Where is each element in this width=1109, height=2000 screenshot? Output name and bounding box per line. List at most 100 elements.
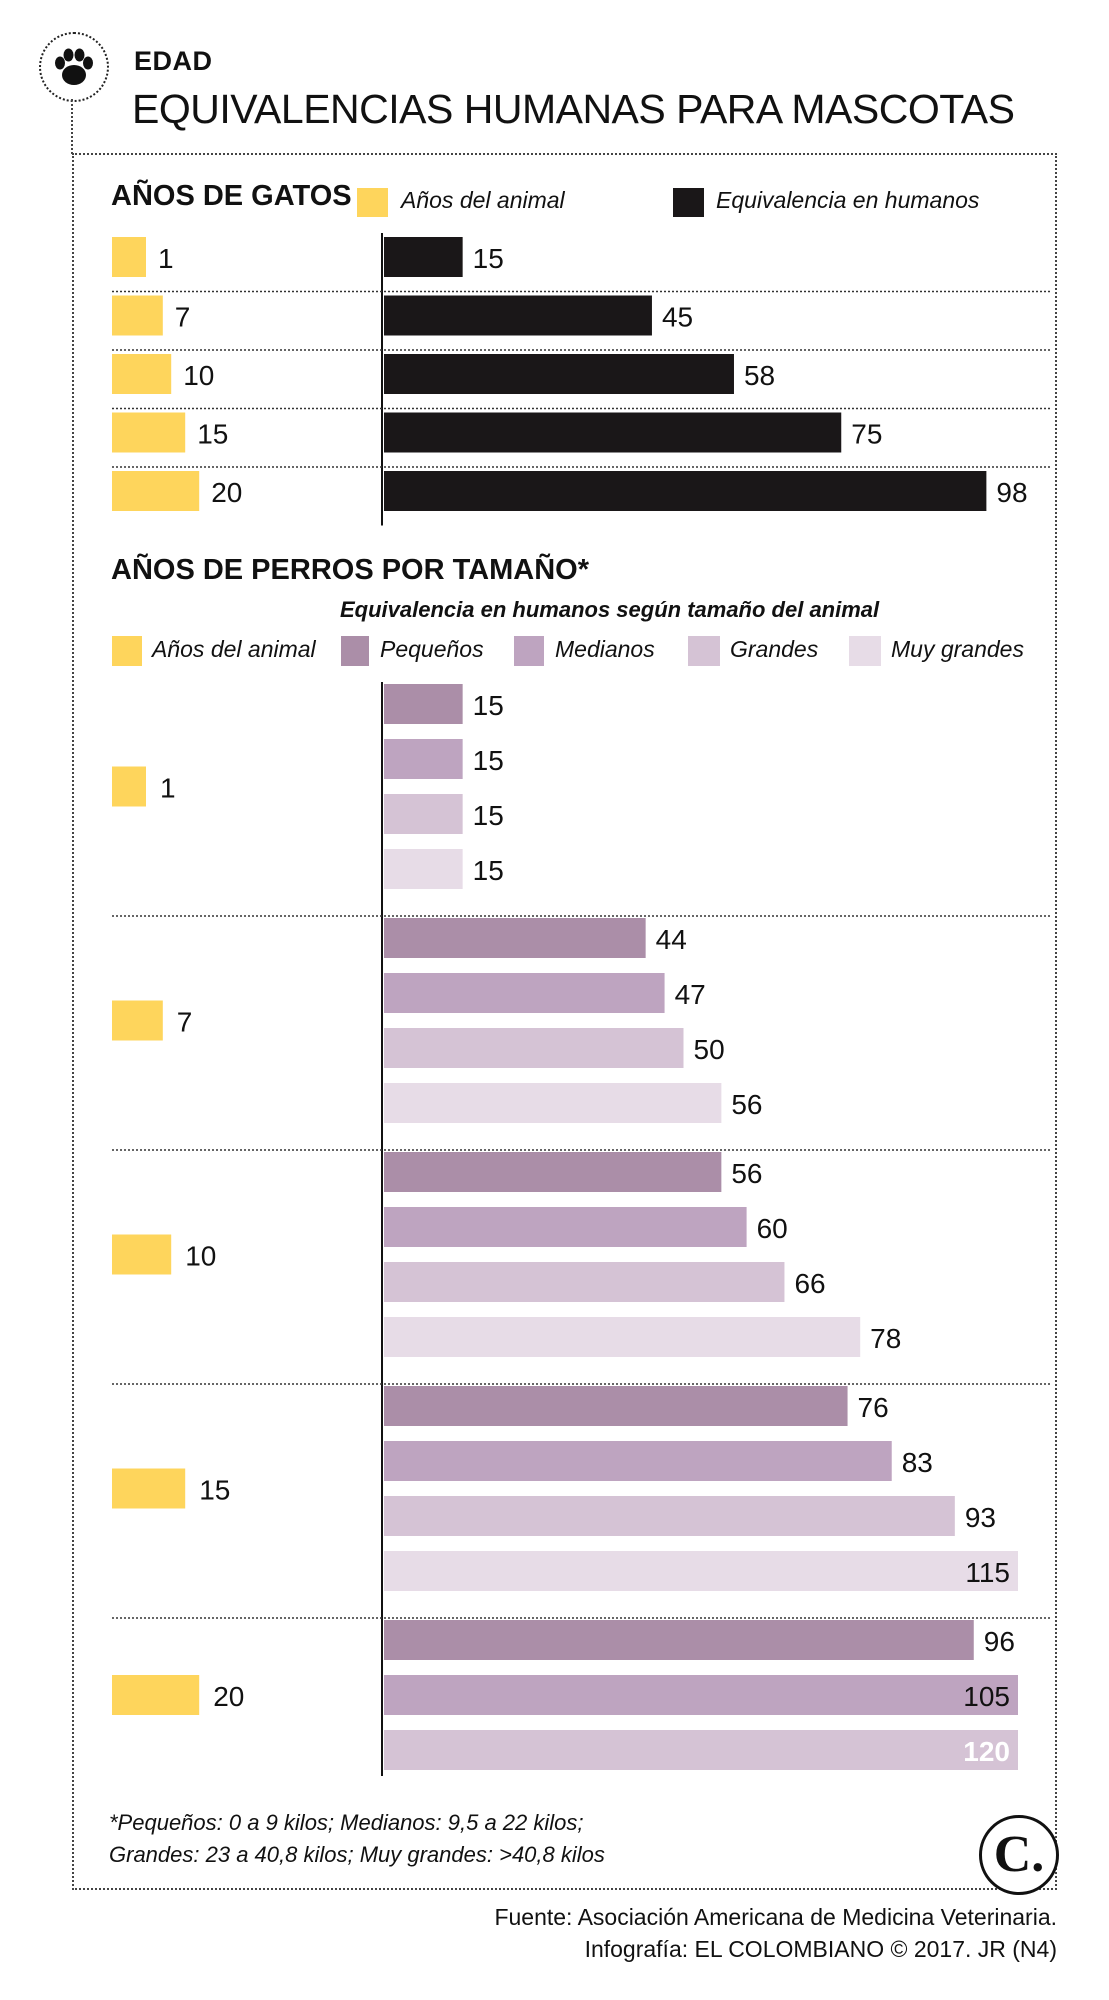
- paw-icon: [55, 48, 93, 85]
- dogs-value-muy-grandes: 115: [965, 1557, 1010, 1588]
- cats-human-bar: [384, 412, 842, 453]
- dogs-bar-muy-grandes: [384, 1551, 1018, 1591]
- cats-animal-label: 10: [183, 360, 214, 391]
- dogs-value-pequenos: 56: [731, 1158, 762, 1189]
- dogs-chart-title: AÑOS DE PERROS POR TAMAÑO*: [111, 554, 590, 586]
- cats-animal-label: 1: [158, 243, 174, 274]
- logo-letter: C.: [993, 1826, 1045, 1883]
- paw-badge: [39, 32, 109, 102]
- cats-human-bar: [384, 295, 652, 336]
- section-label: EDAD: [134, 46, 213, 76]
- dogs-legend-animal-swatch: [112, 636, 142, 666]
- cats-animal-bar: [112, 354, 172, 394]
- cats-legend-human-label: Equivalencia en humanos: [716, 187, 980, 213]
- page-title: EQUIVALENCIAS HUMANAS PARA MASCOTAS: [132, 86, 1015, 132]
- dogs-legend-medianos-swatch: [514, 636, 544, 666]
- dogs-animal-label: 20: [213, 1681, 244, 1712]
- dogs-value-grandes: 93: [965, 1502, 996, 1533]
- cats-legend-animal-label: Años del animal: [401, 187, 565, 213]
- dogs-legend-grandes-swatch: [688, 636, 720, 666]
- dogs-animal-bar: [112, 1000, 163, 1041]
- cats-animal-label: 20: [211, 477, 242, 508]
- source-line-1: Fuente: Asociación Americana de Medicina…: [494, 1904, 1057, 1930]
- dogs-animal-bar: [112, 766, 146, 807]
- dogs-bar-muy-grandes: [384, 1083, 722, 1123]
- cats-human-value: 15: [473, 243, 504, 274]
- dogs-animal-bar: [112, 1234, 172, 1275]
- dogs-animal-bar: [112, 1675, 200, 1715]
- dogs-bar-medianos: [384, 1675, 1018, 1715]
- dogs-value-muy-grandes: 56: [731, 1089, 762, 1120]
- dogs-animal-label: 15: [199, 1475, 230, 1506]
- cats-human-value: 45: [662, 302, 693, 333]
- dogs-animal-bar: [112, 1468, 186, 1509]
- dogs-bar-grandes: [384, 1496, 955, 1536]
- dogs-bar-grandes: [384, 1262, 785, 1302]
- dogs-bar-pequenos: [384, 1152, 722, 1192]
- dogs-legend-pequenos-swatch: [341, 636, 369, 666]
- dogs-bar-pequenos: [384, 918, 646, 958]
- cats-animal-bar: [112, 295, 163, 336]
- dogs-value-pequenos: 44: [656, 924, 687, 955]
- dogs-value-grandes: 15: [473, 800, 504, 831]
- dogs-bar-muy-grandes: [384, 849, 463, 889]
- cats-human-bar: [384, 471, 987, 511]
- cats-human-bar: [384, 354, 734, 394]
- dogs-value-medianos: 83: [902, 1447, 933, 1478]
- dogs-value-pequenos: 76: [858, 1392, 889, 1423]
- cats-animal-bar: [112, 412, 186, 453]
- dogs-bar-grandes: [384, 794, 463, 834]
- dogs-bar-grandes: [384, 1028, 684, 1068]
- frame-connector: [71, 99, 73, 154]
- dogs-legend-pequenos-label: Pequeños: [380, 636, 484, 662]
- dogs-value-medianos: 47: [675, 979, 706, 1010]
- el-colombiano-logo: C.: [979, 1815, 1059, 1895]
- dogs-value-grandes: 50: [694, 1034, 725, 1065]
- cats-human-value: 98: [996, 477, 1027, 508]
- frame: [72, 153, 1057, 1890]
- source-line-2: Infografía: EL COLOMBIANO © 2017. JR (N4…: [584, 1936, 1057, 1962]
- dogs-bar-pequenos: [384, 1386, 848, 1426]
- cats-chart-title: AÑOS DE GATOS: [111, 180, 352, 212]
- dogs-value-medianos: 15: [473, 745, 504, 776]
- dogs-value-medianos: 60: [757, 1213, 788, 1244]
- dogs-value-pequenos: 15: [473, 690, 504, 721]
- dogs-bar-medianos: [384, 1207, 747, 1247]
- cats-legend-human-swatch: [673, 188, 704, 217]
- dogs-legend-grandes-label: Grandes: [730, 636, 819, 662]
- cats-human-value: 58: [744, 360, 775, 391]
- dogs-legend-muy-grandes-swatch: [849, 636, 881, 666]
- dogs-value-muy-grandes: 15: [473, 855, 504, 886]
- cats-animal-bar: [112, 471, 200, 511]
- dogs-legend-animal-label: Años del animal: [152, 636, 316, 662]
- cats-animal-label: 15: [197, 419, 228, 450]
- footnote-line-1: *Pequeños: 0 a 9 kilos; Medianos: 9,5 a …: [109, 1810, 584, 1835]
- cats-animal-bar: [112, 237, 146, 277]
- cats-animal-label: 7: [175, 302, 191, 333]
- dogs-value-pequenos: 96: [984, 1626, 1015, 1657]
- dogs-bar-muy-grandes: [384, 1317, 861, 1357]
- dogs-animal-label: 7: [177, 1007, 193, 1038]
- dogs-animal-label: 1: [160, 773, 176, 804]
- dogs-bar-pequenos: [384, 1620, 974, 1660]
- dogs-bar-grandes: [384, 1730, 1018, 1770]
- cats-human-value: 75: [851, 419, 882, 450]
- cats-legend-animal-swatch: [357, 188, 388, 217]
- dogs-bar-medianos: [384, 739, 463, 779]
- dogs-value-grandes: 120: [963, 1736, 1010, 1767]
- cats-human-bar: [384, 237, 463, 277]
- dogs-chart-subtitle: Equivalencia en humanos según tamaño del…: [340, 597, 880, 622]
- dogs-legend-medianos-label: Medianos: [555, 636, 655, 662]
- dogs-value-grandes: 66: [794, 1268, 825, 1299]
- dogs-value-medianos: 105: [963, 1681, 1010, 1712]
- dogs-legend-muy-grandes-label: Muy grandes: [891, 636, 1024, 662]
- dogs-bar-pequenos: [384, 684, 463, 724]
- dogs-bar-medianos: [384, 1441, 892, 1481]
- footnote-line-2: Grandes: 23 a 40,8 kilos; Muy grandes: >…: [109, 1842, 605, 1867]
- dogs-bar-medianos: [384, 973, 665, 1013]
- dogs-value-muy-grandes: 78: [870, 1323, 901, 1354]
- dogs-animal-label: 10: [185, 1241, 216, 1272]
